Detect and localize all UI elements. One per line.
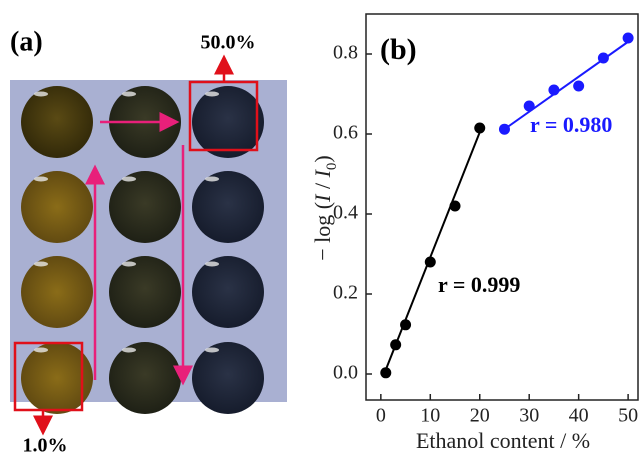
- x-tick-label: 10: [420, 405, 440, 427]
- y-tick-label: 0.0: [333, 362, 358, 384]
- well-glare: [34, 91, 48, 97]
- well-glare: [34, 261, 48, 267]
- photo-panel: (a) 50.0% 1.0%: [10, 26, 287, 457]
- well-glare: [122, 176, 136, 182]
- fit-label: r = 0.999: [438, 272, 520, 297]
- bottom-label: 1.0%: [23, 435, 68, 457]
- well-glare: [205, 261, 219, 267]
- y-label-part: 0: [324, 163, 340, 171]
- y-label-part: ): [310, 155, 335, 162]
- well: [109, 256, 181, 328]
- point: [400, 319, 412, 331]
- fit-label: r = 0.980: [530, 112, 612, 137]
- well-glare: [34, 347, 48, 353]
- y-tick-label: 0.8: [333, 42, 358, 64]
- chart: (b) Ethanol content / % − log (I / I0) 0…: [310, 13, 639, 453]
- point: [380, 367, 392, 379]
- y-tick-label: 0.4: [333, 202, 358, 224]
- x-axis-label: Ethanol content / %: [416, 428, 590, 453]
- well-glare: [205, 91, 219, 97]
- fit-line: [503, 39, 632, 131]
- y-label-part: − log (: [310, 202, 335, 261]
- well: [21, 86, 93, 158]
- well: [192, 86, 264, 158]
- point: [573, 80, 585, 92]
- point: [498, 123, 510, 135]
- y-tick-label: 0.6: [333, 122, 358, 144]
- well: [21, 342, 93, 414]
- fit-line: [382, 125, 484, 377]
- panel-label: (b): [380, 33, 417, 66]
- plot-frame: [365, 13, 639, 401]
- well-glare: [122, 261, 136, 267]
- well-glare: [122, 91, 136, 97]
- well-glare: [205, 347, 219, 353]
- well-glare: [205, 176, 219, 182]
- well: [109, 342, 181, 414]
- y-label-part: /: [310, 177, 335, 194]
- well-glare: [34, 176, 48, 182]
- point: [424, 256, 436, 268]
- point: [474, 122, 486, 134]
- y-tick-label: 0.2: [333, 282, 358, 304]
- well: [21, 171, 93, 243]
- x-tick-label: 0: [376, 405, 386, 427]
- well: [109, 171, 181, 243]
- panel-label: (a): [10, 26, 43, 57]
- x-tick-label: 20: [470, 405, 490, 427]
- highlight-box: [13, 341, 84, 412]
- y-label-part: I: [310, 168, 335, 178]
- x-tick-label: 40: [569, 405, 589, 427]
- point: [449, 200, 461, 212]
- point: [597, 52, 609, 64]
- well: [192, 256, 264, 328]
- well: [21, 256, 93, 328]
- well: [192, 171, 264, 243]
- top-label: 50.0%: [201, 32, 256, 54]
- y-axis-label: − log (I / I0): [310, 155, 340, 260]
- x-tick-label: 50: [618, 405, 638, 427]
- point: [548, 84, 560, 96]
- well: [192, 342, 264, 414]
- point: [523, 100, 535, 112]
- point: [390, 339, 402, 351]
- y-label-part: I: [310, 193, 335, 203]
- well-glare: [122, 347, 136, 353]
- x-tick-label: 30: [519, 405, 539, 427]
- point: [622, 32, 634, 44]
